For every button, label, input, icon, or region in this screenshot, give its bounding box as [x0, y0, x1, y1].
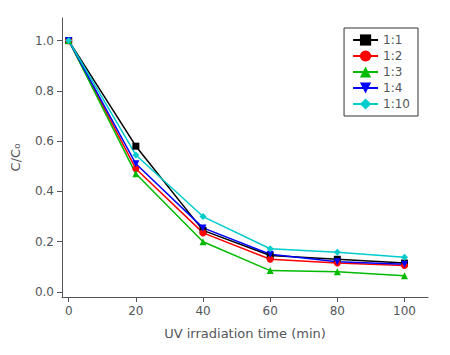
svg-text:100: 100 — [393, 304, 416, 318]
svg-text:60: 60 — [263, 304, 278, 318]
svg-text:20: 20 — [128, 304, 143, 318]
svg-text:0.6: 0.6 — [35, 134, 54, 148]
svg-text:1.0: 1.0 — [35, 34, 54, 48]
svg-text:0.4: 0.4 — [35, 184, 54, 198]
svg-text:UV irradiation time (min): UV irradiation time (min) — [164, 326, 326, 341]
svg-text:1:3: 1:3 — [383, 65, 402, 79]
svg-text:0.0: 0.0 — [35, 285, 54, 299]
svg-text:0: 0 — [65, 304, 73, 318]
svg-text:1:10: 1:10 — [383, 97, 410, 111]
svg-text:40: 40 — [195, 304, 210, 318]
svg-text:0.8: 0.8 — [35, 84, 54, 98]
svg-text:C/C₀: C/C₀ — [8, 144, 23, 172]
svg-text:80: 80 — [330, 304, 345, 318]
svg-text:1:1: 1:1 — [383, 33, 402, 47]
svg-text:1:2: 1:2 — [383, 49, 402, 63]
svg-text:0.2: 0.2 — [35, 235, 54, 249]
svg-text:1:4: 1:4 — [383, 81, 402, 95]
